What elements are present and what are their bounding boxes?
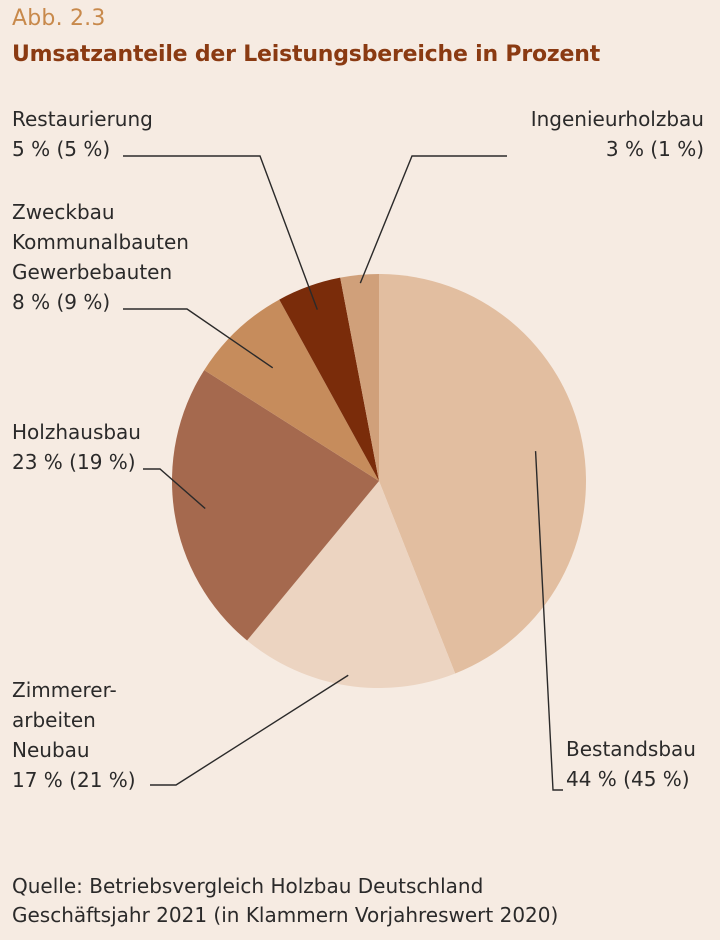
slice-value-restaurierung: 5 % (5 %)	[12, 137, 110, 161]
slice-value-holzhausbau: 23 % (19 %)	[12, 450, 136, 474]
chart-title: Umsatzanteile der Leistungsbereiche in P…	[12, 42, 601, 67]
leader-line-ingenieurholzbau	[359, 155, 507, 284]
pie-slice-zweckbau-kommunalbauten-gewerbebauten	[204, 299, 379, 481]
pie-slice-ingenieurholzbau	[340, 274, 379, 481]
slice-label-zweckbau-kommunalbauten-gewerbebauten-2: Gewerbebauten	[12, 260, 172, 284]
pie-slice-zimmerer-arbeiten-neubau	[247, 481, 456, 688]
leader-lines	[123, 155, 563, 791]
slice-value-zimmerer-arbeiten-neubau: 17 % (21 %)	[12, 768, 136, 792]
slice-value-zweckbau-kommunalbauten-gewerbebauten: 8 % (9 %)	[12, 290, 110, 314]
slice-label-zweckbau-kommunalbauten-gewerbebauten-1: Kommunalbauten	[12, 230, 189, 254]
slice-value-ingenieurholzbau: 3 % (1 %)	[606, 137, 704, 161]
pie-slice-restaurierung	[279, 277, 379, 481]
source-line-1: Quelle: Betriebsvergleich Holzbau Deutsc…	[12, 874, 484, 898]
slice-label-bestandsbau-0: Bestandsbau	[566, 737, 696, 761]
source-line-2: Geschäftsjahr 2021 (in Klammern Vorjahre…	[12, 903, 559, 927]
leader-line-zimmerer-arbeiten-neubau	[150, 674, 349, 786]
slice-label-ingenieurholzbau-0: Ingenieurholzbau	[531, 107, 704, 131]
leader-line-holzhausbau	[143, 468, 206, 510]
slice-value-bestandsbau: 44 % (45 %)	[566, 767, 690, 791]
source-note: Quelle: Betriebsvergleich Holzbau Deutsc…	[12, 872, 558, 930]
slice-label-zimmerer-arbeiten-neubau-0: Zimmerer-	[12, 678, 117, 702]
pie-chart: Bestandsbau 44 % (45 %) Zimmerer-arbeiten N…	[12, 107, 704, 792]
leader-line-bestandsbau	[534, 451, 563, 791]
slice-labels: Bestandsbau 44 % (45 %) Zimmerer-arbeiten N…	[12, 107, 704, 792]
leader-line-restaurierung	[123, 155, 318, 310]
slice-label-restaurierung-0: Restaurierung	[12, 107, 153, 131]
slice-label-zimmerer-arbeiten-neubau-1: arbeiten	[12, 708, 96, 732]
pie-slice-bestandsbau	[379, 274, 587, 674]
figure-label: Abb. 2.3	[12, 6, 106, 31]
pie-slices	[172, 274, 587, 688]
slice-label-zimmerer-arbeiten-neubau-2: Neubau	[12, 738, 90, 762]
pie-slice-holzhausbau	[172, 370, 379, 641]
slice-label-zweckbau-kommunalbauten-gewerbebauten-0: Zweckbau	[12, 200, 115, 224]
slice-label-holzhausbau-0: Holzhausbau	[12, 420, 141, 444]
leader-line-zweckbau-kommunalbauten-gewerbebauten	[123, 308, 274, 369]
